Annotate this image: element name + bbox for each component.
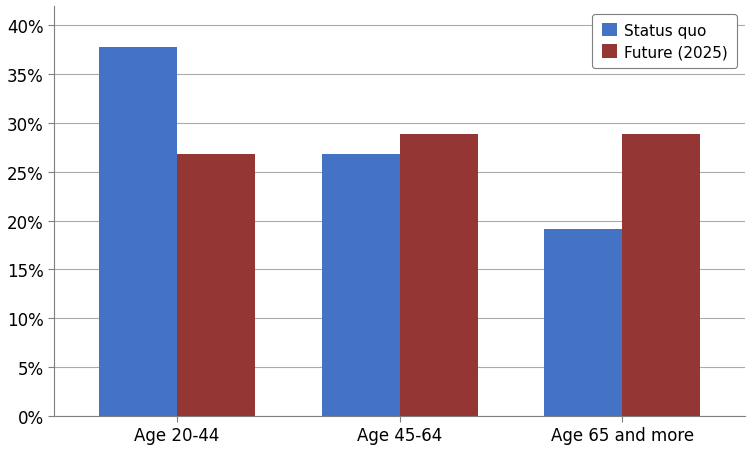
- Legend: Status quo, Future (2025): Status quo, Future (2025): [593, 14, 738, 69]
- Bar: [623, 134, 700, 416]
- Bar: [544, 230, 623, 416]
- Bar: [322, 155, 399, 416]
- Bar: [99, 48, 177, 416]
- Bar: [399, 134, 478, 416]
- Bar: [177, 155, 255, 416]
